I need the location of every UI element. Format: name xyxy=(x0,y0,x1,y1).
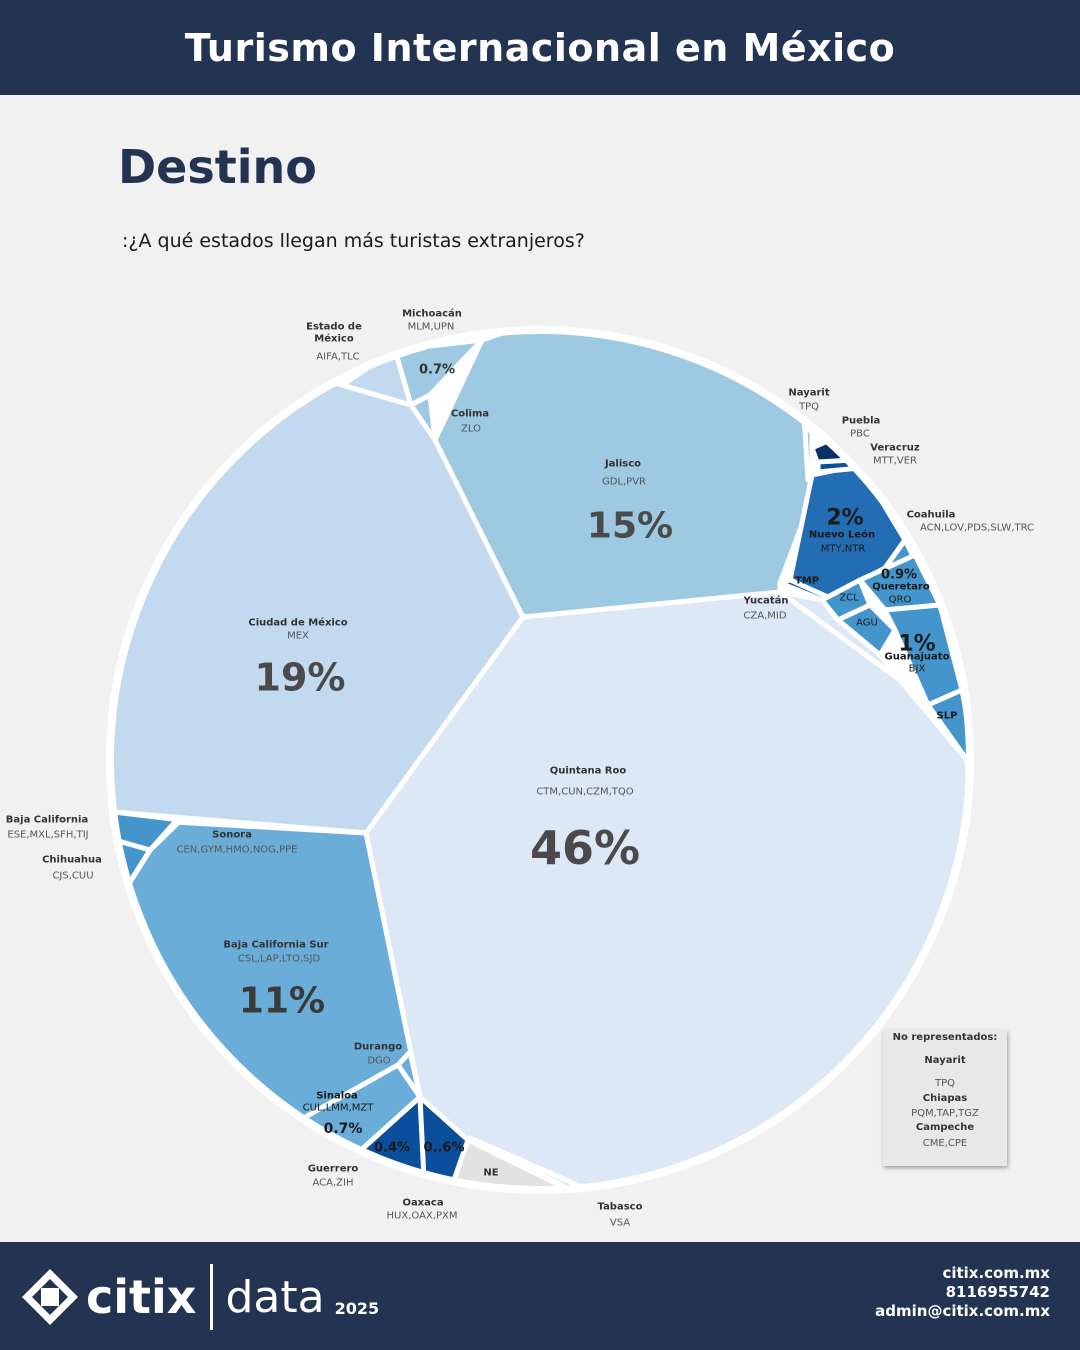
guerrero-airports-label: ACA,ZIH xyxy=(313,1178,354,1189)
sonora-airports-label: CEN,GYM,HMO,NOG,PPE xyxy=(177,845,298,856)
yucatan-state-label: Yucatán xyxy=(743,595,789,607)
quintana-roo-airports-label: CTM,CUN,CZM,TQO xyxy=(536,787,633,798)
michoacan-state-label: Michoacán xyxy=(402,308,462,320)
cell-yucatan xyxy=(777,589,903,683)
cell-nayarit xyxy=(802,427,815,483)
sonora-state-label: Sonora xyxy=(212,830,252,841)
logo-divider xyxy=(210,1264,214,1330)
not-represented-title: No representados: xyxy=(892,1032,998,1043)
guanajuato-airports-label: BJX xyxy=(909,664,926,675)
not-represented-airports: TPQ xyxy=(934,1078,955,1089)
ciudad-de-mexico-airports-label: MEX xyxy=(287,631,309,642)
aguascalientes-code-label: AGU xyxy=(856,618,878,629)
brand-name: citix xyxy=(86,1270,197,1324)
san-luis-potosi-code-label: SLP xyxy=(937,711,958,722)
baja-california-sur-airports-label: CSL,LAP,LTO,SJD xyxy=(238,954,321,965)
queretaro-airports-label: QRO xyxy=(889,595,912,606)
chart-question: :¿A qué estados llegan más turistas extr… xyxy=(122,230,585,252)
contact-block: citix.com.mx 8116955742 admin@citix.com.… xyxy=(875,1264,1050,1321)
michoacan-airports-label: MLM,UPN xyxy=(408,322,455,333)
page-title: Turismo Internacional en México xyxy=(184,25,896,70)
durango-state-label: Durango xyxy=(354,1042,402,1053)
oaxaca-value-label: 0..6% xyxy=(424,1141,465,1156)
michoacan-value-label: 0.7% xyxy=(419,363,455,378)
nuevo-leon-airports-label: MTY,NTR xyxy=(821,544,866,555)
colima-state-label: Colima xyxy=(451,409,489,420)
tamaulipas-code-label: TMP xyxy=(795,576,819,587)
estado-de-mexico-airports-label: AIFA,TLC xyxy=(316,352,359,363)
product-name: data xyxy=(225,1271,325,1323)
veracruz-state-label: Veracruz xyxy=(870,443,920,454)
cell-sonora xyxy=(147,817,369,853)
nuevo-leon-state-label: Nuevo León xyxy=(809,529,875,541)
puebla-state-label: Puebla xyxy=(842,416,881,427)
guanajuato-state-label: Guanajuato xyxy=(885,652,950,663)
sinaloa-state-label: Sinaloa xyxy=(316,1091,358,1102)
estado-de-mexico-state-label: Estado de México xyxy=(306,322,362,345)
quintana-roo-state-label: Quintana Roo xyxy=(550,766,627,777)
quintana-roo-value-label: 46% xyxy=(530,821,640,875)
not-represented-airports: PQM,TAP,TGZ xyxy=(911,1108,979,1119)
veracruz-airports-label: MTT,VER xyxy=(873,456,917,467)
coahuila-airports-label: ACN,LOV,PDS,SLW,TRC xyxy=(920,523,1034,534)
nayarit-airports-label: TPQ xyxy=(798,402,819,413)
tabasco-state-label: Tabasco xyxy=(598,1202,643,1213)
jalisco-airports-label: GDL,PVR xyxy=(602,477,646,488)
citix-logo: citix data 2025 xyxy=(20,1264,379,1330)
cell-colima xyxy=(408,392,438,443)
not-represented-airports: CME,CPE xyxy=(922,1138,968,1149)
durango-airports-label: DGO xyxy=(367,1056,390,1067)
queretaro-value-label: 0.9% xyxy=(881,568,917,583)
oaxaca-state-label: Oaxaca xyxy=(402,1198,443,1209)
email-link[interactable]: admin@citix.com.mx xyxy=(875,1302,1050,1320)
jalisco-state-label: Jalisco xyxy=(604,459,641,470)
colima-airports-label: ZLO xyxy=(461,424,481,435)
phone-number[interactable]: 8116955742 xyxy=(945,1283,1050,1301)
yucatan-airports-label: CZA,MID xyxy=(743,611,786,622)
guanajuato-value-label: 1% xyxy=(898,632,935,657)
footer-bar: citix data 2025 citix.com.mx 8116955742 … xyxy=(0,1242,1080,1350)
guerrero-state-label: Guerrero xyxy=(308,1164,359,1175)
citix-diamond-icon xyxy=(22,1269,78,1325)
jalisco-value-label: 15% xyxy=(587,506,673,547)
baja-california-state-label: Baja California xyxy=(6,815,88,826)
ciudad-de-mexico-state-label: Ciudad de México xyxy=(248,617,347,629)
not-represented-state: Campeche xyxy=(915,1122,975,1133)
zacatecas-code-label: ZCL xyxy=(839,593,859,604)
nuevo-leon-value-label: 2% xyxy=(826,506,863,531)
puebla-airports-label: PBC xyxy=(850,429,870,440)
tabasco-airports-label: VSA xyxy=(610,1218,630,1229)
queretaro-state-label: Queretaro xyxy=(872,582,930,593)
ne-code-label: NE xyxy=(483,1168,498,1179)
sinaloa-airports-label: CUL,LMM,MZT xyxy=(303,1103,375,1114)
chihuahua-state-label: Chihuahua xyxy=(42,855,102,866)
website-link[interactable]: citix.com.mx xyxy=(942,1264,1050,1282)
year-label: 2025 xyxy=(334,1298,380,1318)
not-represented-state: Nayarit xyxy=(924,1055,966,1066)
not-represented-state: Chiapas xyxy=(922,1093,968,1104)
guerrero-value-label: 0.4% xyxy=(374,1141,410,1156)
baja-california-airports-label: ESE,MXL,SFH,TIJ xyxy=(7,830,88,841)
not-represented-box: No representados: Nayarit TPQ Chiapas PQ… xyxy=(883,1030,1007,1166)
coahuila-state-label: Coahuila xyxy=(907,510,956,521)
ciudad-de-mexico-value-label: 19% xyxy=(255,655,346,699)
chart-ring xyxy=(106,326,974,1194)
sinaloa-value-label: 0.7% xyxy=(324,1121,363,1137)
nayarit-state-label: Nayarit xyxy=(788,388,829,399)
section-title: Destino xyxy=(118,140,317,194)
header-bar: Turismo Internacional en México xyxy=(0,0,1080,95)
baja-california-sur-state-label: Baja California Sur xyxy=(223,940,328,951)
baja-california-sur-value-label: 11% xyxy=(239,981,325,1022)
voronoi-chart: Quintana Roo CTM,CUN,CZM,TQO 46% Ciudad de … xyxy=(6,308,1034,1229)
oaxaca-airports-label: HUX,OAX,PXM xyxy=(387,1211,458,1222)
cell-tabasco xyxy=(467,1135,603,1190)
chihuahua-airports-label: CJS,CUU xyxy=(52,871,93,882)
